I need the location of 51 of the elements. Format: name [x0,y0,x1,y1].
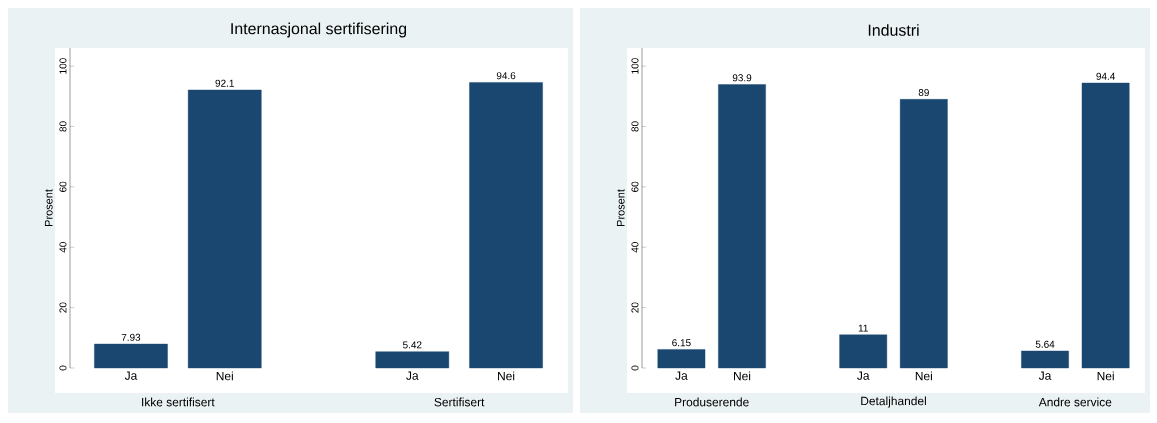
x-tick-label: Nei [216,371,233,381]
data-label: 11 [858,324,868,332]
x-tick-label: Ja [124,371,138,380]
y-tick-label: 40 [59,242,67,253]
text: Sertifisert [434,397,485,407]
x-tick-label: Nei [1097,371,1114,381]
x-tick-label: Ja [1038,371,1052,380]
chart-title: Industri [868,24,919,36]
data-label: 5.42 [402,341,422,349]
bar [1021,350,1069,369]
x-tick-label: Ja [406,371,419,380]
y-tick-label: 100 [59,58,67,74]
y-tick-label: 0 [59,365,67,371]
text: Produserende [675,397,749,407]
x-tick-label: Ja [857,371,870,380]
y-tick-label: 20 [631,302,639,313]
bar [187,89,262,369]
y-axis-title: Prosent [616,189,625,226]
data-label: 92.1 [215,79,234,87]
x-tick-label: Ja [675,371,688,380]
text: Detaljhandel [861,396,926,408]
y-tick-label: 20 [59,302,67,313]
data-label: 7.93 [121,333,141,341]
text: Andre service [1038,397,1112,407]
x-tick-label: Nei [734,371,751,381]
data-label: 93.9 [732,74,752,82]
x-tick-label: Nei [498,371,515,381]
bar [375,351,450,369]
bar [657,349,706,369]
bar [94,343,168,369]
y-tick-label: 0 [631,365,639,371]
chart-title: Internasjonal sertifisering [231,22,407,38]
y-tick-label: 80 [59,121,67,132]
data-label: 94.4 [1096,72,1116,80]
x-tick-label: Nei [915,371,932,381]
data-label: 89 [918,89,929,97]
bar [839,334,888,369]
y-tick-label: 60 [59,181,67,192]
bar [718,84,766,369]
y-tick-label: 60 [631,181,639,192]
data-label: 94.6 [496,72,516,80]
y-axis-title: Prosent [44,189,53,226]
data-label: 6.15 [672,339,691,347]
y-tick-label: 100 [631,58,639,74]
text: Ikke sertifisert [142,397,215,407]
bar [1081,82,1130,369]
bar [899,99,948,369]
data-label: 5.64 [1035,340,1055,348]
y-tick-label: 80 [631,121,639,132]
bar [469,82,543,369]
y-tick-label: 40 [631,242,639,253]
